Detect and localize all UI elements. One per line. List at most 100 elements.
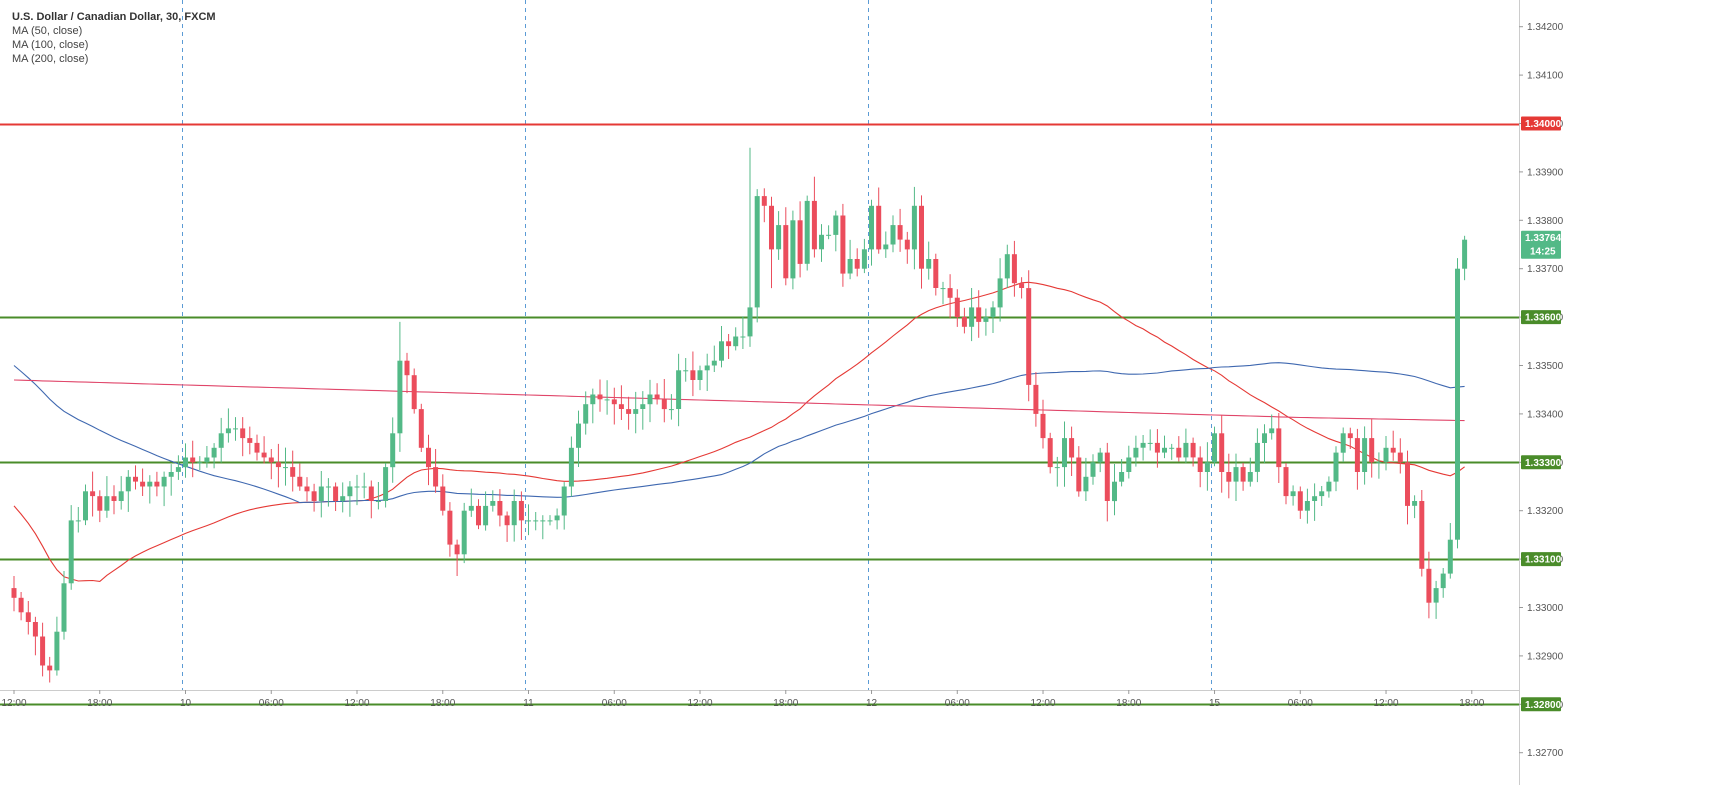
candle-80[interactable] [583,391,589,435]
candle-149[interactable] [1076,446,1082,497]
candle-114[interactable] [826,225,832,240]
candle-58[interactable] [426,434,431,486]
candle-0[interactable] [11,576,17,612]
candle-93[interactable] [676,353,682,427]
candle-57[interactable] [418,403,424,452]
candle-139[interactable] [1004,244,1010,288]
candle-88[interactable] [640,391,646,430]
candle-182[interactable] [1312,483,1318,521]
candle-172[interactable] [1240,462,1246,491]
candle-112[interactable] [811,176,817,258]
candle-184[interactable] [1326,476,1332,498]
candle-56[interactable] [411,368,417,414]
candle-87[interactable] [633,391,639,434]
candle-68[interactable] [497,489,503,527]
candle-129[interactable] [933,253,939,296]
candle-106[interactable] [769,196,774,289]
candle-74[interactable] [540,515,546,540]
candle-48[interactable] [354,474,360,506]
candle-70[interactable] [511,489,517,542]
candle-173[interactable] [1247,457,1253,487]
candle-46[interactable] [340,482,346,513]
candle-86[interactable] [626,396,632,430]
candle-52[interactable] [383,462,389,508]
candle-177[interactable] [1276,413,1282,483]
candle-185[interactable] [1333,446,1339,492]
candle-22[interactable] [168,464,174,496]
candle-191[interactable] [1376,452,1382,479]
candle-120[interactable] [869,199,874,266]
candle-77[interactable] [561,482,567,530]
candle-130[interactable] [940,281,946,305]
candle-132[interactable] [954,289,960,327]
candle-75[interactable] [547,515,553,526]
candle-44[interactable] [325,478,331,507]
candle-196[interactable] [1412,495,1418,519]
candle-109[interactable] [790,210,796,290]
candle-127[interactable] [919,195,924,289]
candle-197[interactable] [1419,490,1425,577]
candle-84[interactable] [611,387,617,425]
candle-43[interactable] [318,471,324,518]
candle-76[interactable] [554,508,560,530]
candle-4[interactable] [40,622,46,677]
candle-150[interactable] [1083,457,1089,501]
candle-90[interactable] [654,383,660,405]
candle-171[interactable] [1233,453,1239,501]
candle-31[interactable] [233,417,238,441]
time-axis[interactable]: 12:00 18:00 10 06:00 12:00 18:00 11 06:00 12:00 1… [1,690,1485,709]
candle-155[interactable] [1119,459,1125,487]
candle-5[interactable] [47,656,53,683]
candle-2[interactable] [25,601,31,635]
candle-14[interactable] [111,485,117,515]
candle-159[interactable] [1147,429,1153,451]
candle-190[interactable] [1369,419,1375,478]
candle-152[interactable] [1097,447,1103,473]
candle-28[interactable] [211,443,217,469]
candle-161[interactable] [1162,435,1167,459]
candle-24[interactable] [183,443,188,478]
candle-42[interactable] [311,483,317,512]
candle-65[interactable] [476,499,481,530]
candle-148[interactable] [1069,426,1075,476]
candle-78[interactable] [568,436,574,497]
candle-6[interactable] [54,616,60,676]
candle-165[interactable] [1190,437,1196,467]
price-axis[interactable]: 1.326001.327001.328001.329001.330001.331… [1519,22,1564,785]
candle-66[interactable] [483,491,489,531]
candle-103[interactable] [747,147,753,347]
candle-25[interactable] [190,440,196,478]
candle-142[interactable] [1026,270,1032,402]
candle-194[interactable] [1397,438,1403,474]
candle-39[interactable] [290,450,296,492]
candle-203[interactable] [1462,235,1468,281]
candle-160[interactable] [1154,429,1160,468]
candle-146[interactable] [1054,456,1060,487]
candle-189[interactable] [1362,426,1368,485]
candle-122[interactable] [883,231,889,258]
candle-17[interactable] [133,465,138,490]
candle-18[interactable] [140,468,146,497]
candle-1[interactable] [18,592,24,621]
candle-55[interactable] [404,352,410,394]
candle-29[interactable] [218,417,224,463]
candle-125[interactable] [904,231,910,264]
candle-183[interactable] [1319,486,1325,506]
candle-151[interactable] [1090,454,1096,485]
candle-20[interactable] [154,471,160,497]
candle-3[interactable] [32,616,38,656]
candle-116[interactable] [840,203,846,287]
candle-119[interactable] [861,238,867,274]
candle-123[interactable] [890,215,896,253]
candle-157[interactable] [1133,435,1139,467]
candle-176[interactable] [1269,414,1275,440]
candle-175[interactable] [1262,424,1267,463]
candle-179[interactable] [1290,485,1296,506]
candle-166[interactable] [1197,446,1203,488]
candle-170[interactable] [1226,453,1232,499]
candle-79[interactable] [576,410,581,467]
candle-15[interactable] [118,476,124,510]
candle-147[interactable] [1062,421,1067,487]
candle-51[interactable] [375,482,381,510]
candle-27[interactable] [204,446,210,468]
